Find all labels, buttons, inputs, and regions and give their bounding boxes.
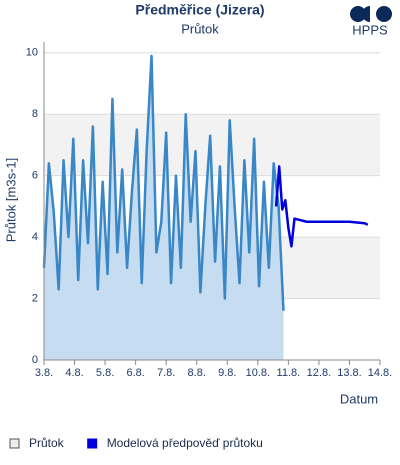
line: [42, 54, 285, 311]
x-tick-label: 12.8.: [307, 367, 331, 379]
y-tick-label: 10: [26, 47, 38, 59]
y-tick-label: 2: [32, 292, 38, 304]
x-tick-label: 5.8.: [96, 367, 114, 379]
y-tick-label: 8: [32, 108, 38, 120]
legend-swatch: [87, 438, 98, 449]
x-tick-label: 8.8.: [188, 367, 206, 379]
x-tick-label: 13.8.: [337, 367, 361, 379]
logo-text: HPPS: [352, 22, 388, 37]
legend: Průtok Modelová předpověď průtoku: [9, 436, 263, 450]
x-axis-label: Datum: [340, 391, 378, 406]
y-axis-label: Průtok [m3s-1]: [3, 158, 18, 243]
legend-label: Modelová předpověď průtoku: [107, 436, 263, 450]
y-tick-label: 4: [32, 231, 38, 243]
x-tick-label: 14.8.: [368, 367, 392, 379]
x-tick-label: 7.8.: [157, 367, 175, 379]
legend-label: Průtok: [29, 436, 65, 450]
chart-title: Předměřice (Jizera): [135, 2, 264, 18]
x-tick-label: 3.8.: [35, 367, 53, 379]
x-tick-label: 9.8.: [218, 367, 236, 379]
logo: HPPS: [350, 6, 392, 37]
chart-subtitle: Průtok: [181, 21, 219, 36]
x-tick-label: 4.8.: [65, 367, 83, 379]
legend-swatch: [9, 438, 20, 449]
x-tick-label: 10.8.: [246, 367, 270, 379]
y-tick-label: 6: [32, 170, 38, 182]
y-tick-label: 0: [32, 354, 38, 366]
x-tick-label: 11.8.: [277, 367, 301, 379]
line: [274, 165, 369, 248]
x-tick-label: 6.8.: [126, 367, 144, 379]
